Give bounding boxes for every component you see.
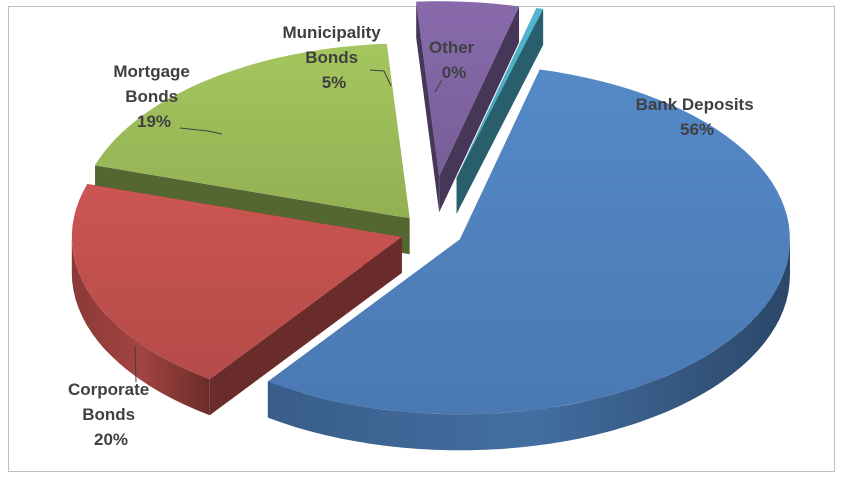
slice-top-bank-deposits (267, 69, 790, 415)
data-labels: Bank Deposits 56% Corporate Bonds 20% Mo… (68, 23, 759, 449)
pie-slice-bank-deposits (267, 69, 790, 451)
pie-slice-municipality-bonds (416, 1, 520, 213)
data-label-municipality-bonds: Municipality Bonds 5% (283, 23, 386, 92)
pie-slice-other (456, 8, 544, 214)
slice-top-municipality-bonds (416, 1, 519, 177)
slice-rim-bank-deposits (267, 239, 790, 451)
slice-top-other (456, 8, 544, 178)
data-label-mortgage-bonds: Mortgage Bonds 19% (113, 62, 194, 131)
data-label-corporate-bonds: Corporate Bonds 20% (68, 380, 154, 449)
leader-lines (134, 69, 443, 383)
slice-wall-corporate-bonds-0 (209, 236, 402, 416)
leader-line-other (434, 79, 443, 93)
slice-rim-corporate-bonds (71, 237, 210, 416)
leader-line-municipality-bonds (369, 69, 392, 87)
slice-wall-municipality-bonds-1 (439, 6, 520, 213)
slice-wall-other-1 (456, 8, 544, 214)
pie-slices (71, 1, 790, 451)
data-label-other: Other 0% (429, 38, 479, 82)
slice-top-corporate-bonds (71, 184, 402, 380)
data-label-bank-deposits: Bank Deposits 56% (636, 95, 759, 139)
leader-line-corporate-bonds (134, 345, 137, 383)
pie-slice-corporate-bonds (71, 184, 402, 416)
slice-top-mortgage-bonds (95, 43, 410, 219)
slice-wall-municipality-bonds-0 (416, 1, 440, 213)
leader-line-mortgage-bonds (179, 127, 223, 135)
